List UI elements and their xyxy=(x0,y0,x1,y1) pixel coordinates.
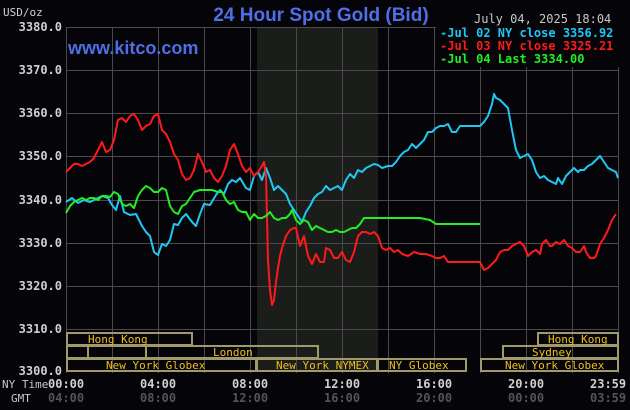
legend-label: Jul 02 NY close 3356.92 xyxy=(447,26,614,40)
ny-tick: 12:00 xyxy=(324,377,361,391)
y-tick: 3340.0 xyxy=(18,193,62,207)
session-hong-kong-2: Hong Kong xyxy=(548,333,608,346)
session-ny-globex-1: New York Globex xyxy=(106,359,206,372)
gmt-tick: 03:59 xyxy=(590,391,627,405)
legend-item-jul02: -Jul 02 NY close 3356.92 xyxy=(436,27,619,40)
gmt-tick: 12:00 xyxy=(232,391,269,405)
gmt-tick: 16:00 xyxy=(324,391,361,405)
ny-tick: 16:00 xyxy=(416,377,453,391)
session-london: London xyxy=(213,346,253,359)
legend-label: Jul 04 Last 3334.00 xyxy=(447,52,585,66)
ny-time-label: NY Time xyxy=(2,378,49,391)
ny-tick: 04:00 xyxy=(140,377,177,391)
legend-swatch-icon: - xyxy=(440,39,448,53)
session-sydney: Sydney xyxy=(532,346,572,359)
session-ny-nymex: New York NYMEX xyxy=(276,359,369,372)
y-tick: 3310.0 xyxy=(18,322,62,336)
session-ny-globex-3: New York Globex xyxy=(505,359,605,372)
gmt-tick: 00:00 xyxy=(508,391,545,405)
y-tick: 3350.0 xyxy=(18,149,62,163)
gmt-tick: 04:00 xyxy=(48,391,85,405)
site-watermark: www.kitco.com xyxy=(68,38,199,58)
ny-tick: 23:59 xyxy=(590,377,627,391)
y-axis-unit: USD/oz xyxy=(3,6,43,19)
y-tick: 3300.0 xyxy=(18,364,62,378)
y-tick: 3380.0 xyxy=(18,20,62,34)
ny-tick: 08:00 xyxy=(232,377,269,391)
ny-tick: 00:00 xyxy=(48,377,85,391)
series-jul04 xyxy=(65,185,480,233)
timestamp: July 04, 2025 18:04 xyxy=(474,12,612,26)
gmt-tick: 20:00 xyxy=(416,391,453,405)
chart-title: 24 Hour Spot Gold (Bid) xyxy=(213,5,429,26)
legend-swatch-icon: - xyxy=(440,26,448,40)
grid xyxy=(66,27,619,373)
series-jul03 xyxy=(65,113,617,306)
gmt-tick: 08:00 xyxy=(140,391,177,405)
session-ny-globex-2: NY Globex xyxy=(389,359,449,372)
legend-item-jul03: -Jul 03 NY close 3325.21 xyxy=(436,40,619,53)
ny-tick: 20:00 xyxy=(508,377,545,391)
gmt-label: GMT xyxy=(11,392,31,405)
series-jul02 xyxy=(65,93,619,256)
y-tick: 3330.0 xyxy=(18,236,62,250)
y-tick: 3370.0 xyxy=(18,63,62,77)
market-sessions xyxy=(66,332,619,372)
legend: -Jul 02 NY close 3356.92 -Jul 03 NY clos… xyxy=(436,27,619,67)
y-tick: 3360.0 xyxy=(18,106,62,120)
legend-swatch-icon: - xyxy=(440,52,448,66)
session-labels: Hong Kong London New York Globex New Yor… xyxy=(88,333,608,372)
legend-item-jul04: -Jul 04 Last 3334.00 xyxy=(436,53,619,66)
legend-label: Jul 03 NY close 3325.21 xyxy=(447,39,614,53)
session-hong-kong-1: Hong Kong xyxy=(88,333,148,346)
y-tick: 3320.0 xyxy=(18,279,62,293)
